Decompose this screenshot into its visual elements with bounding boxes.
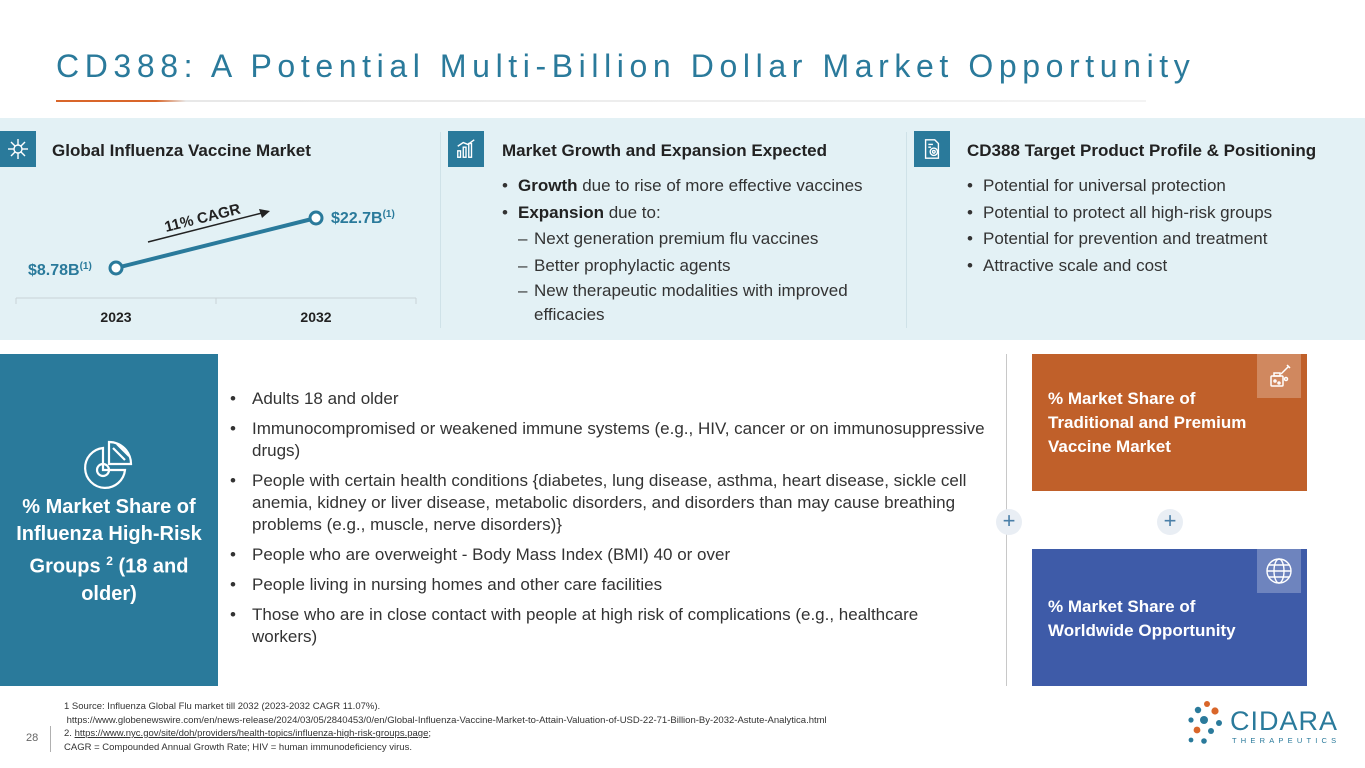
footnote-line: 1 Source: Influenza Global Flu market ti… <box>64 701 381 712</box>
start-value-label: $8.78B(1) <box>28 261 92 279</box>
snowflake-virus-icon <box>0 131 36 167</box>
list-item: People living in nursing homes and other… <box>228 574 988 596</box>
footnote-line: https://www.globenewswire.com/en/news-re… <box>64 714 827 726</box>
globe-icon <box>1257 549 1301 593</box>
logo-tagline: THERAPEUTICS <box>1232 736 1341 745</box>
footnote-line: 2. https://www.nyc.gov/site/doh/provider… <box>64 728 431 739</box>
cidara-logo: CIDARA THERAPEUTICS <box>1186 700 1339 750</box>
footnotes: 1 Source: Influenza Global Flu market ti… <box>64 700 827 754</box>
list-item: New therapeutic modalities with improved… <box>502 279 897 327</box>
page-number: 28 <box>26 732 39 744</box>
x-tick-label: 2023 <box>100 309 131 325</box>
plus-icon: + <box>1157 509 1183 535</box>
worldwide-share-box: % Market Share of Worldwide Opportunity <box>1032 549 1307 686</box>
cagr-label: 11% CAGR <box>163 201 242 236</box>
list-item: Better prophylactic agents <box>502 253 897 280</box>
traditional-premium-share-label: % Market Share of Traditional and Premiu… <box>1048 389 1247 456</box>
end-value-label: $22.7B(1) <box>331 209 395 227</box>
worldwide-share-label: % Market Share of Worldwide Opportunity <box>1048 597 1236 640</box>
footnote-link[interactable]: https://www.nyc.gov/site/doh/providers/h… <box>74 728 429 739</box>
data-point <box>108 260 124 276</box>
list-item: Potential for universal protection <box>967 173 1347 200</box>
pie-chart-icon <box>79 438 135 499</box>
list-item: Potential to protect all high-risk group… <box>967 200 1347 227</box>
title-underline <box>56 100 1146 102</box>
list-item: Expansion due to: <box>502 200 897 227</box>
list-item: People with certain health conditions {d… <box>228 470 988 536</box>
list-item: Growth due to rise of more effective vac… <box>502 173 897 200</box>
list-item: Attractive scale and cost <box>967 253 1347 280</box>
series-line <box>115 216 317 270</box>
document-target-icon <box>914 131 950 167</box>
cagr-arrow-line <box>147 212 263 243</box>
high-risk-group-list: Adults 18 and older Immunocompromised or… <box>228 388 988 656</box>
growth-panel-heading: Market Growth and Expansion Expected <box>502 141 827 160</box>
list-item: Immunocompromised or weakened immune sys… <box>228 418 988 462</box>
profile-bullet-list: Potential for universal protection Poten… <box>967 173 1347 279</box>
footnote-line: CAGR = Compounded Annual Growth Rate; HI… <box>64 741 412 753</box>
list-item: Next generation premium flu vaccines <box>502 226 897 253</box>
column-divider <box>440 132 441 328</box>
logo-wordmark: CIDARA <box>1230 706 1339 736</box>
market-panel-heading: Global Influenza Vaccine Market <box>52 141 311 160</box>
vaccine-vial-icon <box>1257 354 1301 398</box>
list-item: Adults 18 and older <box>228 388 988 410</box>
market-growth-chart: 11% CAGR $8.78B(1) $22.7B(1) 2023 2032 <box>15 201 417 325</box>
list-item: People who are overweight - Body Mass In… <box>228 544 988 566</box>
column-divider <box>906 132 907 328</box>
high-risk-label: % Market Share of Influenza High-Risk Gr… <box>16 496 202 605</box>
list-item: Potential for prevention and treatment <box>967 226 1347 253</box>
page-number-divider <box>50 726 51 752</box>
cagr-arrow-head <box>259 209 270 218</box>
list-item: Those who are in close contact with peop… <box>228 604 988 648</box>
growth-chart-icon <box>448 131 484 167</box>
traditional-premium-share-box: % Market Share of Traditional and Premiu… <box>1032 354 1307 491</box>
profile-panel-heading: CD388 Target Product Profile & Positioni… <box>967 141 1317 160</box>
high-risk-panel: % Market Share of Influenza High-Risk Gr… <box>0 354 218 686</box>
page-title: CD388: A Potential Multi-Billion Dollar … <box>56 48 1196 84</box>
x-tick-label: 2032 <box>300 309 331 325</box>
data-point <box>308 210 324 226</box>
plus-icon: + <box>996 509 1022 535</box>
growth-bullet-list: Growth due to rise of more effective vac… <box>502 173 897 327</box>
